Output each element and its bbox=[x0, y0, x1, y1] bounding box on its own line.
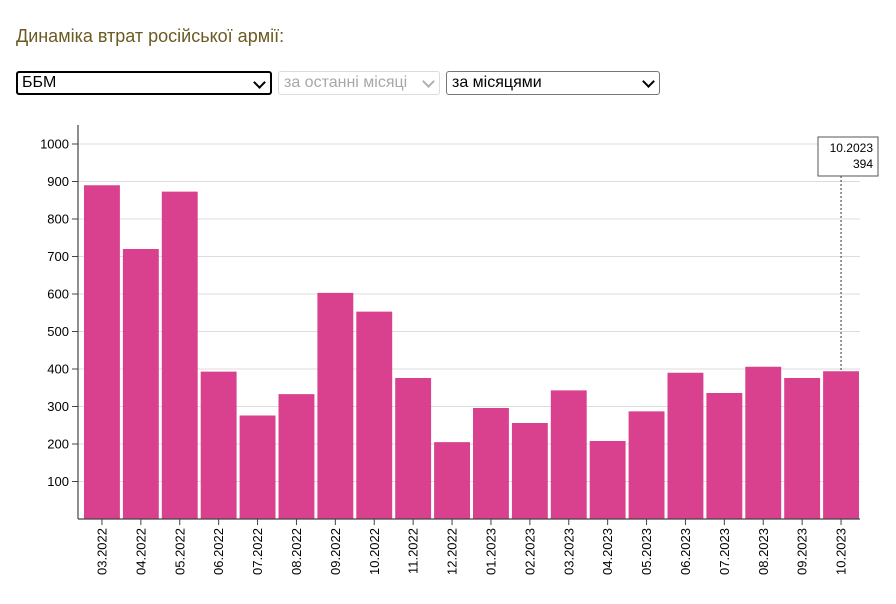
bar bbox=[473, 408, 509, 519]
x-tick-label: 04.2022 bbox=[133, 528, 148, 575]
bar bbox=[395, 378, 432, 519]
y-tick-label: 700 bbox=[47, 249, 69, 264]
bar bbox=[161, 191, 198, 519]
grouping-select-value: за місяцями bbox=[452, 74, 542, 91]
x-tick-label: 08.2023 bbox=[756, 528, 771, 575]
page-title: Динаміка втрат російської армії: bbox=[16, 26, 285, 46]
bar bbox=[550, 390, 587, 519]
x-tick-label: 07.2023 bbox=[717, 528, 732, 575]
tooltip-label: 10.2023 bbox=[830, 141, 874, 155]
tooltip-value: 394 bbox=[853, 157, 873, 171]
x-tick-label: 08.2022 bbox=[289, 528, 304, 575]
bar bbox=[667, 372, 704, 519]
y-tick-label: 800 bbox=[47, 212, 69, 227]
x-tick-label: 09.2023 bbox=[795, 528, 810, 575]
x-tick-label: 02.2023 bbox=[522, 528, 537, 575]
x-tick-label: 07.2022 bbox=[250, 528, 265, 575]
bar bbox=[784, 378, 821, 519]
bar bbox=[823, 371, 859, 519]
y-tick-label: 900 bbox=[47, 174, 69, 189]
bar bbox=[511, 423, 548, 519]
y-tick-label: 600 bbox=[47, 287, 69, 302]
x-tick-label: 06.2022 bbox=[211, 528, 226, 575]
bar bbox=[84, 185, 120, 519]
period-select-value: за останні місяці bbox=[284, 74, 408, 91]
bar bbox=[589, 441, 626, 519]
x-tick-label: 06.2023 bbox=[678, 528, 693, 575]
bar bbox=[434, 442, 470, 519]
grouping-select[interactable]: за місяцями bbox=[446, 71, 660, 95]
x-tick-label: 03.2022 bbox=[94, 528, 109, 575]
x-tick-label: 03.2023 bbox=[561, 528, 576, 575]
bar bbox=[122, 249, 159, 519]
x-tick-label: 10.2023 bbox=[834, 528, 849, 575]
category-select-value: ББМ bbox=[22, 74, 57, 91]
tooltip-box bbox=[817, 136, 879, 177]
y-tick-label: 100 bbox=[47, 474, 69, 489]
x-tick-label: 05.2023 bbox=[639, 528, 654, 575]
bar bbox=[278, 394, 315, 519]
bar bbox=[745, 366, 782, 519]
y-tick-label: 400 bbox=[47, 362, 69, 377]
bar bbox=[239, 415, 276, 519]
y-tick-label: 200 bbox=[47, 437, 69, 452]
x-tick-label: 09.2022 bbox=[328, 528, 343, 575]
y-tick-label: 500 bbox=[47, 324, 69, 339]
bar bbox=[706, 393, 743, 519]
x-tick-label: 11.2022 bbox=[406, 528, 421, 574]
bar bbox=[628, 411, 665, 519]
y-tick-label: 1000 bbox=[40, 137, 69, 152]
y-tick-label: 300 bbox=[47, 399, 69, 414]
x-tick-label: 04.2023 bbox=[600, 528, 615, 575]
x-tick-label: 12.2022 bbox=[445, 528, 460, 575]
bar bbox=[200, 371, 237, 519]
bar bbox=[317, 292, 354, 519]
x-tick-label: 05.2022 bbox=[172, 528, 187, 575]
period-select: за останні місяці bbox=[278, 71, 440, 95]
category-select[interactable]: ББМ bbox=[16, 71, 272, 95]
x-tick-label: 01.2023 bbox=[483, 528, 498, 575]
x-tick-label: 10.2022 bbox=[367, 528, 382, 575]
bar bbox=[356, 311, 393, 519]
